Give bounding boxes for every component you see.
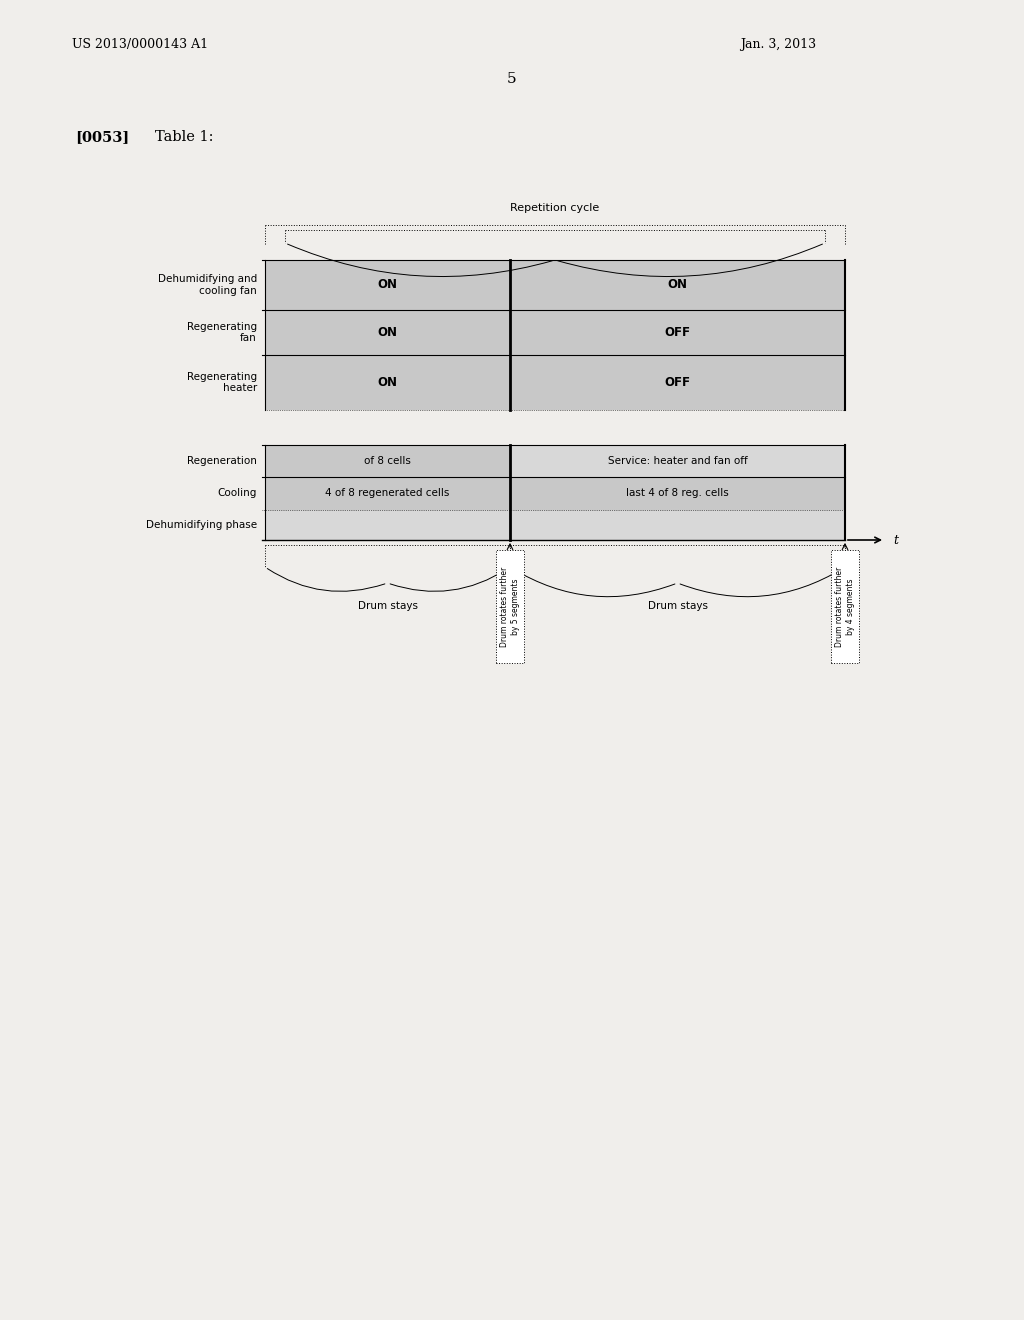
Text: 4 of 8 regenerated cells: 4 of 8 regenerated cells (326, 488, 450, 499)
Bar (265, 355, 510, 411)
Text: Drum stays: Drum stays (357, 601, 418, 611)
Bar (510, 355, 845, 411)
Text: Jan. 3, 2013: Jan. 3, 2013 (740, 38, 816, 51)
Bar (265, 260, 510, 310)
Text: Drum rotates further
by 4 segments: Drum rotates further by 4 segments (836, 566, 855, 647)
Text: Regenerating
heater: Regenerating heater (186, 372, 257, 393)
Bar (265, 310, 510, 355)
Text: ON: ON (378, 326, 397, 339)
Text: last 4 of 8 reg. cells: last 4 of 8 reg. cells (626, 488, 729, 499)
Text: OFF: OFF (665, 376, 690, 389)
Text: Drum rotates further
by 5 segments: Drum rotates further by 5 segments (501, 566, 520, 647)
Text: Cooling: Cooling (218, 488, 257, 499)
Text: ON: ON (378, 279, 397, 292)
Text: [0053]: [0053] (75, 129, 129, 144)
FancyBboxPatch shape (831, 550, 859, 663)
Bar (510, 260, 845, 310)
Text: t: t (893, 533, 898, 546)
Text: Regeneration: Regeneration (187, 455, 257, 466)
Text: Dehumidifying and
cooling fan: Dehumidifying and cooling fan (158, 275, 257, 296)
Text: Service: heater and fan off: Service: heater and fan off (607, 455, 748, 466)
Bar (265, 477, 510, 510)
FancyBboxPatch shape (496, 550, 524, 663)
Bar (510, 445, 845, 477)
Text: Drum stays: Drum stays (647, 601, 708, 611)
Text: ON: ON (668, 279, 687, 292)
Text: of 8 cells: of 8 cells (365, 455, 411, 466)
Text: ON: ON (378, 376, 397, 389)
Bar (265, 445, 510, 477)
Text: US 2013/0000143 A1: US 2013/0000143 A1 (72, 38, 208, 51)
Text: Dehumidifying phase: Dehumidifying phase (145, 520, 257, 531)
Text: Repetition cycle: Repetition cycle (510, 203, 600, 213)
Text: Table 1:: Table 1: (155, 129, 213, 144)
Text: Regenerating
fan: Regenerating fan (186, 322, 257, 343)
Text: 5: 5 (507, 73, 517, 86)
Bar (510, 310, 845, 355)
Text: OFF: OFF (665, 326, 690, 339)
Bar (265, 510, 845, 540)
Bar (510, 477, 845, 510)
